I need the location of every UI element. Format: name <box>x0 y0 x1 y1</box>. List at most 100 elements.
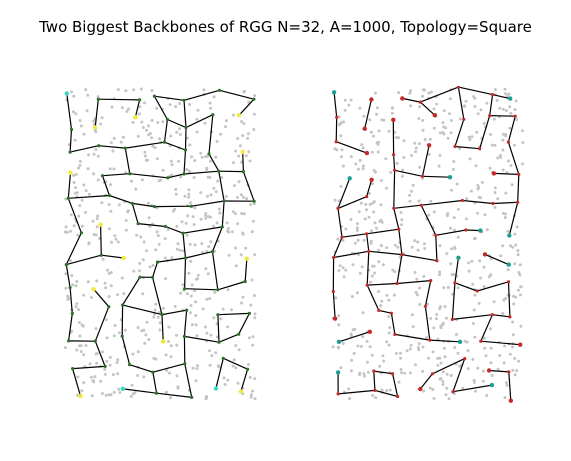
background-node <box>133 391 137 395</box>
background-node <box>478 259 482 263</box>
background-node <box>490 143 494 147</box>
backbone-edge <box>421 199 463 206</box>
backbone-edge <box>65 232 82 265</box>
background-node <box>212 186 216 190</box>
leaf-node <box>98 222 103 227</box>
background-node <box>413 239 417 243</box>
background-node <box>377 248 381 252</box>
backbone-edge <box>98 145 126 149</box>
background-node <box>479 108 483 112</box>
background-node <box>81 324 85 328</box>
background-node <box>339 184 343 188</box>
backbone-node <box>396 394 400 399</box>
background-node <box>196 277 200 281</box>
background-node <box>242 195 245 199</box>
background-node <box>464 99 468 103</box>
backbone-edge <box>394 333 430 341</box>
background-node <box>518 293 522 297</box>
background-node <box>517 359 521 363</box>
background-node <box>451 292 455 296</box>
background-node <box>394 352 398 355</box>
background-node <box>107 203 111 206</box>
backbone-node <box>185 308 189 312</box>
background-node <box>432 126 436 130</box>
background-node <box>231 113 235 117</box>
background-node <box>348 397 352 401</box>
backbone-node <box>491 201 495 206</box>
backbone-edge <box>393 208 400 230</box>
background-node <box>76 233 80 237</box>
background-node <box>516 288 520 292</box>
background-node <box>232 161 235 165</box>
background-node <box>142 240 146 244</box>
background-node <box>204 212 208 215</box>
leaf-node <box>362 126 367 131</box>
backbone-edge <box>373 371 376 391</box>
background-node <box>397 380 401 384</box>
background-node <box>445 372 449 376</box>
background-node <box>241 134 245 137</box>
backbone-node <box>162 140 167 144</box>
background-node <box>507 159 510 163</box>
background-node <box>485 101 489 105</box>
background-node <box>208 101 212 105</box>
background-node <box>139 87 143 91</box>
background-node <box>206 272 210 276</box>
backbone-edge <box>492 201 518 205</box>
background-node <box>187 169 191 173</box>
background-node <box>215 140 219 143</box>
background-node <box>77 214 81 218</box>
background-node <box>371 201 375 205</box>
background-node <box>458 364 462 368</box>
background-node <box>226 325 230 329</box>
background-node <box>155 230 159 234</box>
background-node <box>337 314 341 318</box>
background-node <box>173 304 177 308</box>
leaf-node <box>161 339 166 344</box>
backbone-edge <box>337 208 343 238</box>
background-node <box>513 356 517 360</box>
background-node <box>234 344 238 348</box>
leaf-node <box>478 228 483 233</box>
backbone-edge <box>69 129 73 153</box>
backbone-node <box>429 279 433 283</box>
background-node <box>148 265 152 269</box>
background-node <box>251 219 255 223</box>
background-node <box>143 341 147 345</box>
backbone-node <box>189 204 193 208</box>
background-node <box>64 225 68 229</box>
background-node <box>443 355 447 359</box>
background-node <box>156 121 160 124</box>
backbone-edge <box>121 336 131 365</box>
background-node <box>385 246 389 250</box>
backbone-node <box>506 140 510 144</box>
backbone-edge <box>93 288 110 308</box>
background-node <box>431 350 435 354</box>
backbone-edge <box>94 306 110 342</box>
backbone-node <box>462 117 466 121</box>
backbone-node <box>68 150 72 154</box>
background-node <box>476 211 480 215</box>
backbone-node <box>96 97 100 101</box>
background-node <box>472 308 476 312</box>
background-node <box>78 119 82 122</box>
background-node <box>101 350 104 354</box>
backbone-edge <box>420 86 459 103</box>
background-node <box>201 307 205 311</box>
backbone-node <box>152 94 156 98</box>
backbone-edge <box>458 86 493 96</box>
leaf-node <box>400 96 405 101</box>
background-node <box>371 182 374 186</box>
background-node <box>174 187 178 191</box>
background-node <box>387 129 391 133</box>
leaf-node <box>238 389 244 394</box>
background-node <box>379 244 383 248</box>
backbone-node <box>490 313 494 317</box>
background-node <box>473 335 477 339</box>
background-node <box>515 369 519 373</box>
background-node <box>403 371 407 375</box>
leaf-node <box>369 97 374 102</box>
background-node <box>249 203 253 206</box>
backbone-edge <box>390 313 396 335</box>
background-node <box>372 264 376 268</box>
